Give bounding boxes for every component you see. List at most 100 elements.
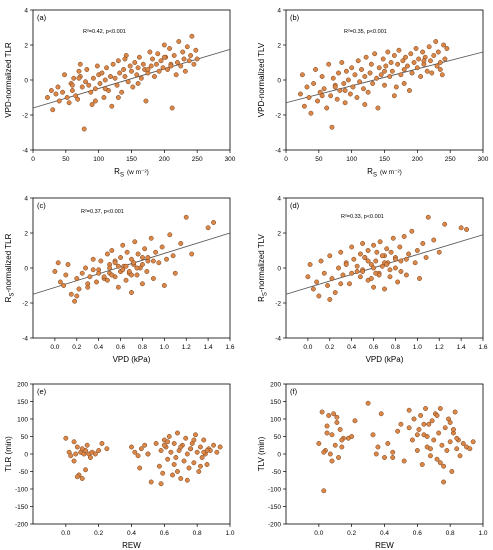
panel-tag: (a): [37, 13, 47, 22]
y-tick-label: 0: [24, 451, 28, 458]
data-point: [408, 51, 414, 57]
x-tick-label: 1.6: [225, 344, 234, 351]
data-point: [347, 281, 352, 287]
data-point: [158, 58, 164, 64]
panel-tag: (e): [37, 387, 47, 396]
data-point: [158, 448, 164, 453]
data-point: [129, 68, 134, 74]
data-point: [108, 74, 113, 79]
data-point: [396, 47, 402, 53]
data-point: [437, 406, 443, 411]
data-point: [357, 79, 362, 85]
data-point: [71, 439, 77, 445]
data-point: [419, 462, 425, 467]
y-tick-label: -4: [275, 147, 281, 154]
data-point: [379, 253, 385, 259]
data-point: [211, 220, 217, 225]
data-point: [375, 444, 381, 450]
data-point: [64, 95, 70, 100]
data-point: [336, 265, 341, 271]
data-point: [96, 270, 102, 276]
data-point: [326, 61, 332, 67]
x-tick-label: 200: [159, 156, 170, 163]
data-point: [412, 260, 418, 266]
x-tick-label: 1.4: [204, 344, 213, 351]
data-point: [387, 274, 393, 280]
data-point: [188, 53, 194, 58]
data-point: [324, 105, 330, 111]
data-point: [305, 274, 311, 280]
data-point: [164, 256, 169, 262]
data-point: [92, 86, 98, 92]
data-point: [129, 290, 134, 295]
data-point: [428, 446, 433, 452]
data-point: [161, 54, 167, 60]
data-point: [439, 72, 445, 78]
x-tick-label: 0.4: [380, 530, 389, 537]
x-tick-label: 300: [225, 156, 236, 163]
data-point: [144, 269, 150, 274]
data-point: [316, 293, 322, 299]
data-point: [395, 428, 401, 434]
plot-frame: [285, 383, 484, 525]
data-point: [75, 96, 81, 102]
x-tick-label: 1.0: [413, 344, 422, 351]
data-point: [44, 95, 50, 100]
data-point: [299, 72, 305, 78]
data-point: [406, 425, 412, 431]
data-point: [129, 444, 134, 450]
data-point: [79, 270, 85, 276]
data-point: [167, 232, 173, 238]
data-point: [101, 95, 107, 100]
data-point: [444, 448, 450, 453]
data-point: [148, 63, 154, 69]
data-point: [150, 276, 156, 281]
data-point: [135, 65, 141, 71]
data-point: [406, 407, 412, 413]
data-point: [435, 49, 441, 55]
data-point: [384, 246, 390, 252]
data-point: [178, 63, 184, 69]
data-point: [361, 86, 366, 92]
y-tick-label: 2: [277, 42, 281, 49]
data-point: [139, 255, 145, 260]
data-point: [304, 84, 310, 90]
data-point: [101, 274, 107, 280]
data-point: [94, 279, 99, 285]
y-axis-label: TLR (min): [4, 436, 13, 472]
y-axis-label-main: R: [257, 296, 266, 302]
data-point: [135, 453, 141, 459]
data-point: [405, 63, 410, 69]
data-point: [349, 65, 355, 71]
data-point: [193, 47, 199, 53]
data-point: [85, 281, 91, 287]
y-tick-label: -200: [268, 521, 281, 528]
data-point: [129, 256, 134, 262]
data-point: [372, 51, 378, 57]
data-point: [56, 98, 62, 104]
data-point: [198, 463, 203, 469]
y-axis-label-rest: -normalized TLR: [4, 233, 13, 292]
data-point: [368, 276, 374, 281]
data-point: [409, 228, 415, 234]
data-point: [178, 241, 184, 246]
data-point: [74, 293, 80, 299]
data-point: [371, 265, 377, 271]
data-point: [79, 84, 85, 90]
x-tick-label: 1.0: [160, 344, 169, 351]
data-point: [68, 453, 74, 459]
data-point: [115, 284, 121, 290]
data-point: [191, 437, 197, 443]
x-axis-label-unit: (w m⁻²): [127, 169, 149, 176]
data-point: [340, 272, 346, 278]
data-point: [398, 72, 404, 78]
data-point: [423, 406, 428, 411]
data-point: [50, 107, 56, 113]
x-tick-label: 0.6: [369, 344, 378, 351]
data-point: [168, 449, 174, 455]
data-point: [426, 421, 432, 427]
data-point: [360, 269, 366, 274]
data-point: [380, 56, 386, 62]
data-point: [416, 427, 422, 432]
data-point: [74, 474, 80, 480]
